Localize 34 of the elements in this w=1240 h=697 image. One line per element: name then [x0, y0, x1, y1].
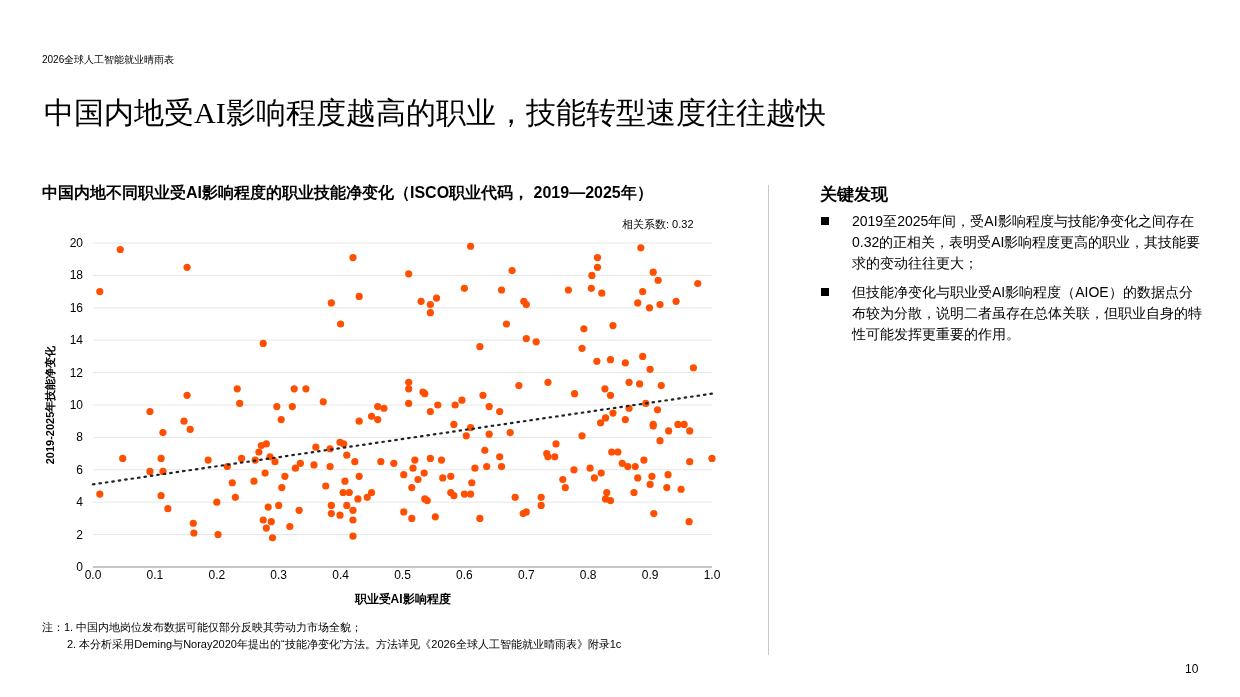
y-tick-label: 10 [69, 398, 84, 412]
x-tick-label: 0.1 [146, 568, 164, 582]
x-tick-label: 0.6 [456, 568, 474, 582]
y-tick-label: 14 [69, 333, 84, 348]
text: 2026全球人工智能就业晴雨表 [42, 53, 175, 67]
y-tick-label: 4 [76, 495, 84, 510]
x-tick-label: 0.2 [208, 568, 226, 582]
y-tick-label: 18 [69, 268, 84, 283]
text: 2019至2025年间，受AI影响程度与技能净变化之间存在0.32的正相关，表明受AI影响程度更高的职业，其技能要求的变动往往更大； [852, 212, 1202, 273]
text: 关键发现 [820, 184, 888, 206]
chart-subtitle: 中国内地不同职业受AI影响程度的职业技能净变化（ISCO职业代码， 2019—2025年） [42, 183, 653, 203]
x-tick-label: 0.7 [517, 568, 535, 582]
y-tick-label: 2 [76, 527, 84, 542]
text: 注：1. 中国内地岗位发布数据可能仅部分反映其劳动力市场全貌； [42, 620, 363, 635]
x-tick-label: 0.8 [579, 568, 597, 582]
x-axis-title: 职业受AI影响程度 [353, 592, 451, 606]
chart-title: 中国内地受AI影响程度越高的职业，技能转型速度往往越快 [44, 95, 826, 131]
text: 相关系数: 0.32 [622, 217, 694, 232]
y-tick-label: 16 [69, 300, 84, 315]
y-tick-label: 6 [76, 462, 84, 477]
text: 但技能净变化与职业受AI影响程度（AIOE）的数据点分布较为分散，说明二者虽存在总体关联，但职业自身的特性可能发挥更重要的作用。 [852, 283, 1202, 344]
y-axis-title: 2019-2025年技能净变化 [44, 344, 56, 465]
y-tick-label: 8 [76, 430, 84, 445]
y-tick-label: 0 [76, 560, 84, 574]
x-tick-label: 0.0 [84, 568, 102, 582]
text: 10 [1185, 662, 1199, 676]
y-tick-label: 20 [69, 236, 84, 250]
text: 2. 本分析采用Deming与Noray2020年提出的“技能净变化”方法。方法详见《2026全球人工智能就业晴雨表》附录1c [67, 637, 622, 652]
x-tick-label: 0.5 [394, 568, 412, 582]
x-tick-label: 0.3 [270, 568, 288, 582]
x-tick-label: 1.0 [703, 568, 721, 582]
x-tick-label: 0.9 [641, 568, 659, 582]
y-tick-label: 12 [69, 365, 84, 380]
x-tick-label: 0.4 [332, 568, 350, 582]
